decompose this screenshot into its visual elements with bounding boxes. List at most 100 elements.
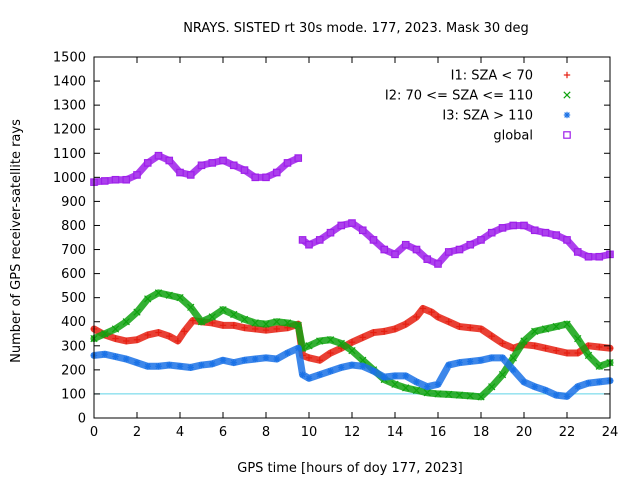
y-tick-label: 0 (78, 412, 86, 427)
data-point (413, 378, 420, 386)
x-tick-label: 4 (176, 425, 184, 440)
data-point (298, 236, 307, 244)
data-point (477, 236, 485, 244)
data-point (219, 306, 227, 314)
y-tick-label: 400 (61, 315, 86, 330)
data-point (359, 356, 367, 364)
series-2 (90, 289, 614, 401)
data-point (208, 159, 217, 167)
x-tick-label: 24 (602, 425, 619, 440)
data-point (424, 383, 431, 390)
data-point (111, 325, 120, 333)
data-point (477, 393, 485, 401)
data-point (391, 325, 399, 333)
data-point (101, 351, 108, 358)
data-point (326, 228, 335, 237)
data-point (122, 318, 130, 326)
data-point (305, 342, 313, 350)
data-point (187, 364, 194, 371)
data-point (316, 371, 323, 378)
data-point (455, 391, 464, 399)
legend-label: I1: SZA < 70 (451, 69, 533, 84)
y-tick-label: 1300 (53, 99, 86, 114)
data-point (541, 325, 550, 333)
data-point (294, 154, 303, 162)
data-point (229, 161, 238, 170)
data-point (488, 354, 495, 362)
data-point (326, 336, 335, 344)
data-point (499, 340, 506, 347)
data-point (316, 337, 324, 345)
data-point (155, 329, 162, 336)
data-point (305, 240, 313, 249)
data-point (283, 319, 292, 327)
data-point (370, 367, 377, 375)
data-point (316, 357, 323, 364)
data-point (595, 362, 603, 370)
data-point (498, 224, 507, 232)
data-point (241, 324, 248, 331)
data-point (574, 334, 582, 343)
data-point (283, 159, 292, 167)
data-point (391, 372, 399, 380)
data-point (176, 363, 184, 370)
data-point (165, 291, 173, 299)
x-tick-label: 2 (133, 425, 141, 440)
data-point (552, 231, 561, 239)
data-point (434, 390, 442, 398)
data-point (123, 355, 130, 363)
data-point (240, 166, 249, 174)
data-point (155, 363, 162, 370)
data-point (219, 322, 227, 329)
data-point (144, 295, 152, 303)
data-point (488, 383, 496, 391)
legend-marker (563, 71, 571, 79)
data-point (520, 378, 528, 386)
data-point (305, 375, 313, 382)
data-point (273, 325, 280, 333)
data-point (315, 236, 324, 244)
data-point (273, 318, 281, 326)
data-point (428, 308, 435, 316)
y-tick-label: 700 (61, 243, 86, 258)
data-point (299, 371, 306, 378)
legend-label: I3: SZA > 110 (442, 109, 533, 124)
data-point (143, 159, 152, 167)
data-point (209, 319, 216, 327)
data-point (444, 248, 453, 256)
chart-title: NRAYS. SISTED rt 30s mode. 177, 2023. Ma… (183, 21, 529, 36)
data-point (144, 331, 151, 339)
data-point (112, 335, 119, 342)
x-tick-label: 6 (219, 425, 227, 440)
data-point (133, 359, 141, 366)
y-tick-label: 500 (61, 291, 86, 306)
data-point (295, 345, 302, 352)
x-tick-label: 12 (344, 425, 361, 440)
data-point (434, 381, 442, 388)
data-point (563, 236, 571, 244)
series-3 (90, 344, 614, 400)
data-point (166, 332, 173, 340)
data-point (412, 386, 421, 394)
y-tick-label: 600 (61, 267, 86, 282)
data-point (348, 361, 356, 369)
y-tick-label: 1400 (53, 75, 86, 90)
y-tick-label: 200 (61, 363, 86, 378)
data-point (241, 357, 248, 364)
data-point (401, 240, 410, 249)
data-point (585, 379, 592, 387)
data-point (252, 325, 259, 333)
data-point (327, 349, 334, 357)
data-point (208, 313, 216, 321)
y-tick-label: 1500 (53, 51, 86, 66)
x-axis-title: GPS time [hours of doy 177, 2023] (237, 461, 462, 476)
data-point (445, 390, 453, 399)
data-point (423, 389, 431, 397)
data-point (133, 171, 141, 179)
data-point (510, 366, 517, 374)
data-point (197, 318, 206, 326)
data-point (467, 358, 474, 365)
data-point (553, 347, 560, 354)
data-point (100, 177, 109, 185)
